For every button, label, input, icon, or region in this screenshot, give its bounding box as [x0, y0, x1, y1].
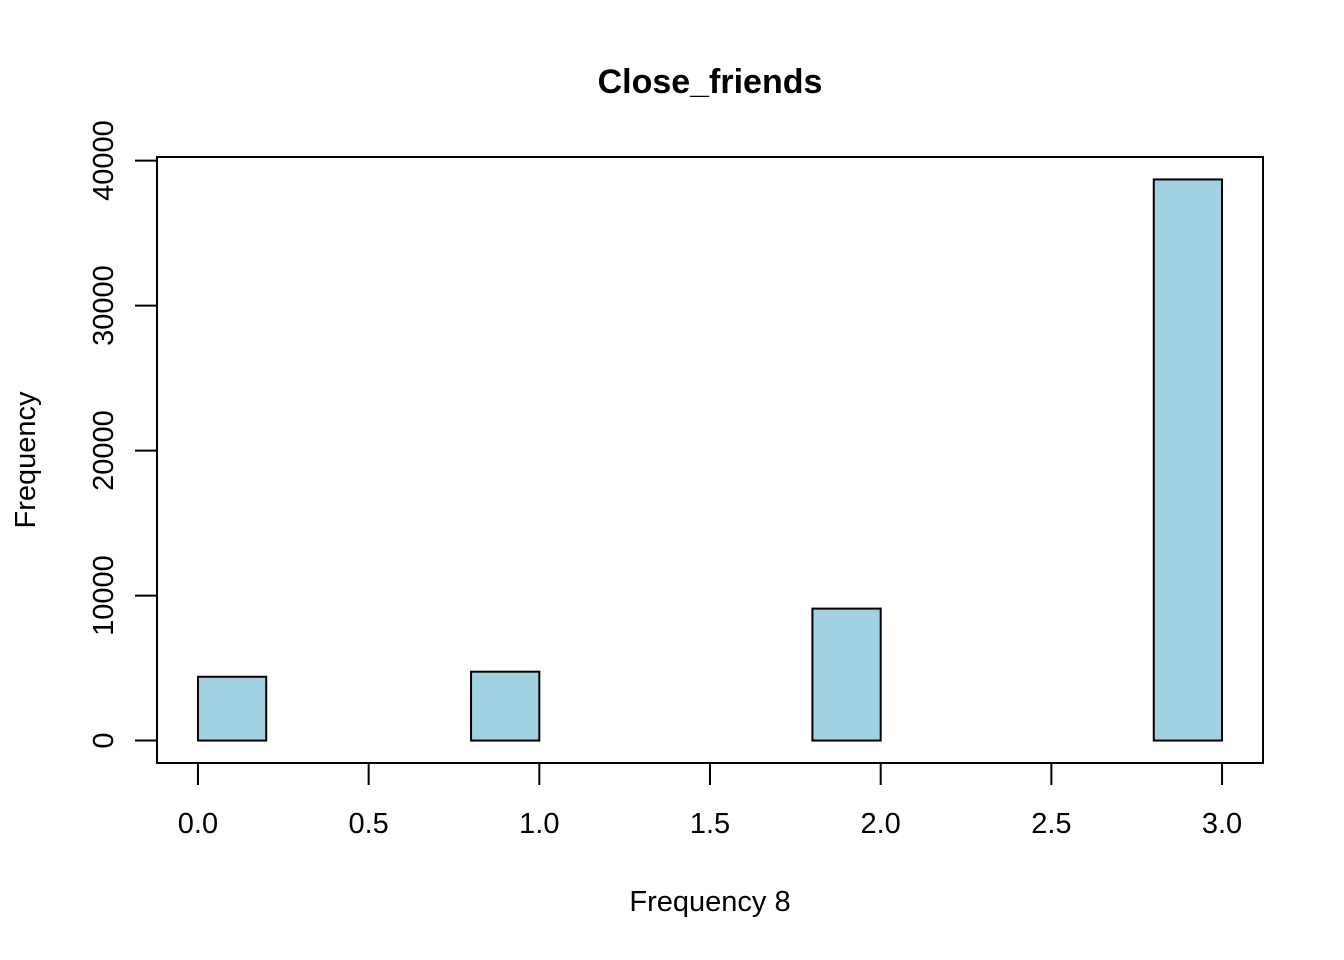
- x-tick-label: 1.0: [519, 808, 559, 840]
- x-axis-label: Frequency 8: [629, 886, 790, 918]
- x-tick-label: 0.0: [178, 808, 218, 840]
- y-axis-label: Frequency: [10, 391, 42, 529]
- x-tick-label: 1.5: [690, 808, 730, 840]
- y-tick-label: 40000: [88, 120, 120, 201]
- histogram-bar: [811, 607, 882, 742]
- x-axis: 0.0 0.5 1.0 1.5 2.0 2.5 3.0: [178, 762, 1242, 840]
- y-tick-label: 0: [88, 732, 120, 748]
- x-tick-label: 3.0: [1202, 808, 1242, 840]
- x-tick-label: 2.5: [1031, 808, 1071, 840]
- y-tick-label: 20000: [88, 410, 120, 491]
- x-tick-label: 2.0: [861, 808, 901, 840]
- bars-group: [196, 178, 1224, 742]
- x-tick-label: 0.5: [348, 808, 388, 840]
- histogram-bar: [470, 670, 541, 742]
- histogram-bar: [1152, 178, 1224, 742]
- chart-title: Close_friends: [598, 63, 823, 101]
- y-axis: 0 10000 20000 30000 40000: [88, 120, 158, 749]
- y-tick-label: 30000: [88, 265, 120, 346]
- y-tick-label: 10000: [88, 555, 120, 636]
- histogram-bar: [196, 675, 268, 742]
- plot-frame: [156, 156, 1264, 764]
